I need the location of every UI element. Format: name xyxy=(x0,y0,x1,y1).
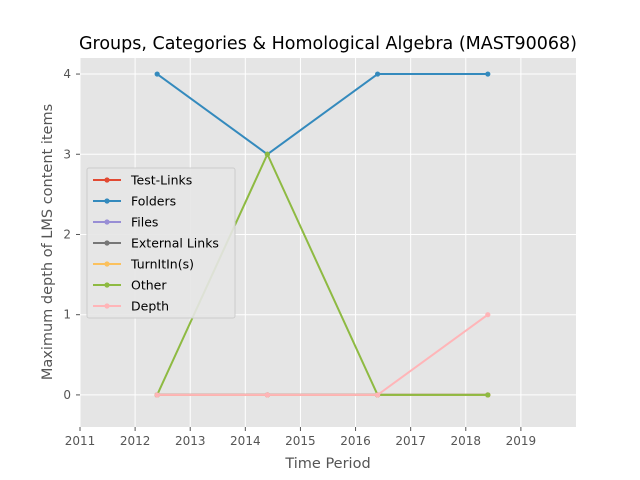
legend-item: Folders xyxy=(93,194,176,209)
x-tick-label: 2016 xyxy=(340,434,371,448)
x-tick-label: 2019 xyxy=(506,434,537,448)
x-tick-label: 2017 xyxy=(395,434,426,448)
legend-marker xyxy=(104,261,110,267)
tick-labels: 2011 2012 2013 2014 2015 2016 2017 2018 2019 0 1 2 3… xyxy=(63,67,536,448)
data-point-folders xyxy=(485,71,491,77)
x-tick-label: 2018 xyxy=(451,434,482,448)
data-point-folders xyxy=(375,71,381,77)
series-line-depth xyxy=(156,313,489,396)
legend-marker xyxy=(104,198,110,204)
y-tick-label: 1 xyxy=(63,308,71,322)
x-tick-label: 2011 xyxy=(65,434,96,448)
legend-label: Folders xyxy=(131,194,176,209)
y-tick-label: 3 xyxy=(63,147,71,161)
legend-item: External Links xyxy=(93,236,219,251)
legend-item: Other xyxy=(93,278,167,293)
data-point-folders xyxy=(154,71,160,77)
y-axis-label: Maximum depth of LMS content items xyxy=(40,104,56,380)
legend-marker xyxy=(104,240,110,246)
y-tick-label: 2 xyxy=(63,227,71,241)
x-tick-label: 2013 xyxy=(175,434,206,448)
x-tick-label: 2015 xyxy=(285,434,316,448)
legend-marker xyxy=(104,282,110,288)
legend-marker xyxy=(104,177,110,183)
x-tick-label: 2012 xyxy=(120,434,151,448)
legend-label: Test-Links xyxy=(130,173,192,188)
data-point-depth xyxy=(264,392,270,398)
x-tick-label: 2014 xyxy=(230,434,261,448)
y-tick-label: 4 xyxy=(63,67,71,81)
legend-label: TurnItIn(s) xyxy=(130,257,194,272)
data-point-other xyxy=(485,392,491,398)
series-depth xyxy=(154,312,491,398)
legend-label: External Links xyxy=(131,236,219,251)
legend-item: Depth xyxy=(93,299,169,314)
legend: Test-Links Folders Files External Links Turn… xyxy=(86,167,236,319)
data-point-depth xyxy=(485,312,491,318)
data-point-depth xyxy=(154,392,160,398)
legend-marker xyxy=(104,219,110,225)
legend-label: Other xyxy=(131,278,167,293)
legend-marker xyxy=(104,303,110,309)
legend-label: Files xyxy=(131,215,158,230)
legend-box xyxy=(86,167,236,319)
legend-item: TurnItIn(s) xyxy=(93,257,194,272)
data-point-depth xyxy=(375,392,381,398)
legend-label: Depth xyxy=(131,299,169,314)
chart-title: Groups, Categories & Homological Algebra… xyxy=(79,34,577,54)
legend-item: Test-Links xyxy=(93,173,192,188)
series-line-folders xyxy=(156,73,489,156)
y-tick-label: 0 xyxy=(63,388,71,402)
data-point-other xyxy=(264,151,270,157)
x-axis-label: Time Period xyxy=(284,456,370,472)
series-lines xyxy=(154,71,491,398)
legend-item: Files xyxy=(93,215,158,230)
